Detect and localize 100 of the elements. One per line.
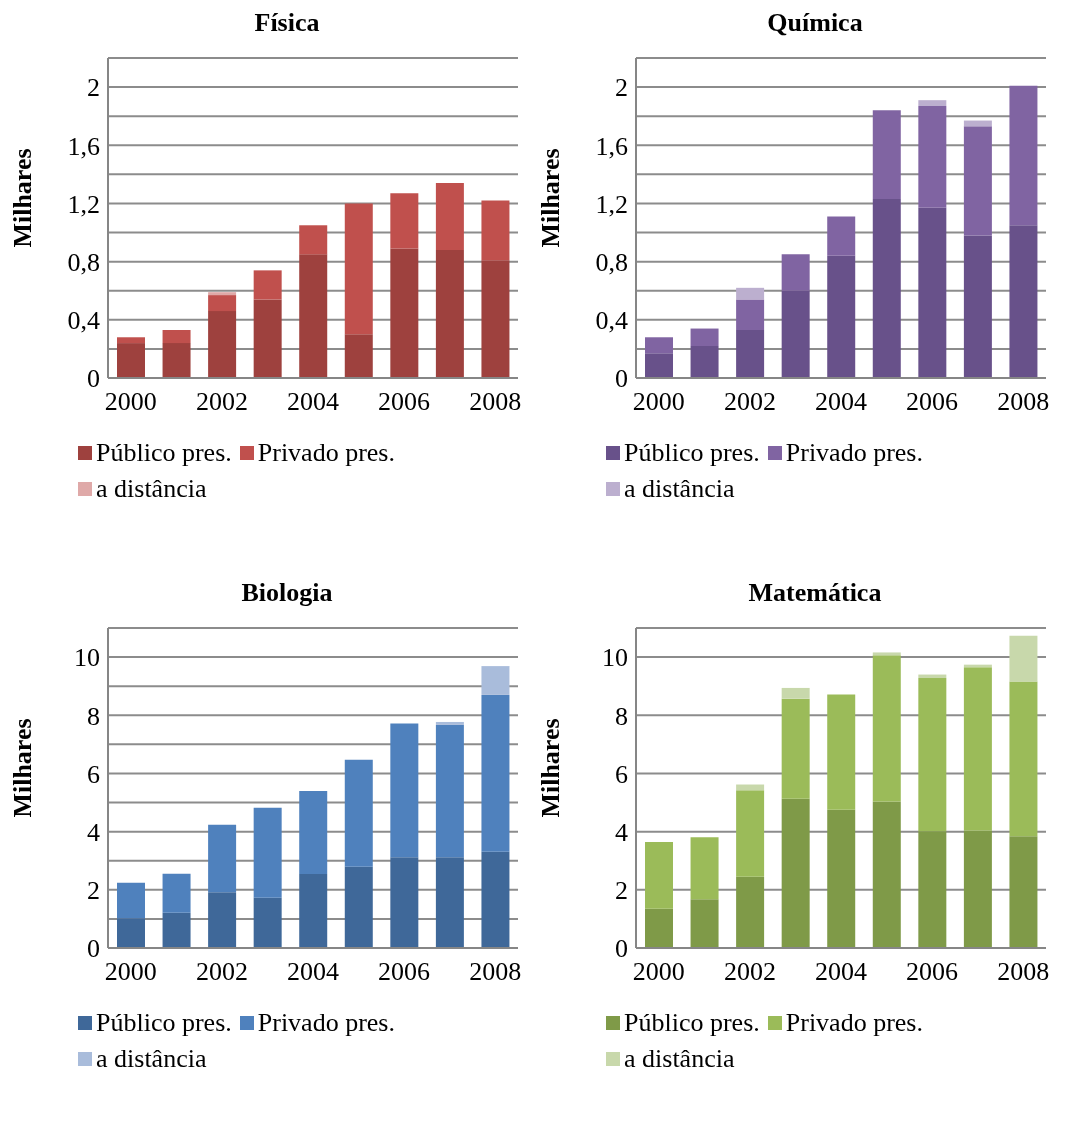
y-tick-label: 2 [615,73,628,103]
bar [827,255,856,378]
legend-label: a distância [96,1044,207,1074]
y-tick-label: 2 [87,876,100,906]
bar [253,270,282,300]
x-tick-label: 2002 [723,387,776,417]
bar [208,824,237,893]
bar [162,343,191,378]
legend-label: a distância [96,474,207,504]
bar [481,200,510,261]
y-tick-label: 0,8 [67,247,100,277]
legend-label: Público pres. [96,1008,232,1038]
y-tick-label: 0 [87,934,100,964]
x-tick-label: 2008 [469,957,522,987]
bar [963,830,992,948]
x-tick-label: 2008 [997,387,1050,417]
bar [781,698,810,799]
y-axis-title: Milhares [8,148,38,248]
bar [435,250,464,378]
bar [344,334,373,378]
y-tick-label: 1,2 [595,189,628,219]
bar [963,235,992,378]
legend-label: Privado pres. [257,438,395,468]
legend-label: Privado pres. [785,1008,923,1038]
bar [918,207,947,378]
bar [645,337,673,354]
bar [481,851,510,948]
bar [918,831,947,948]
x-tick-label: 2006 [906,387,959,417]
bar [481,694,510,852]
bar [117,882,145,919]
y-axis-title: Milhares [8,718,38,818]
bar [1009,225,1038,378]
bar [827,216,856,256]
bar [1009,85,1038,226]
bar [390,723,419,858]
bar [781,254,810,291]
bar [736,876,765,948]
chart-title: Química [766,8,864,39]
bar [208,311,237,378]
x-tick-label: 2006 [378,957,431,987]
bar [690,837,719,900]
bar [117,918,145,948]
bar [208,292,237,296]
bar [781,687,810,699]
bar [344,759,373,867]
x-tick-label: 2004 [287,387,339,417]
bar [1009,836,1038,948]
bar [872,652,901,656]
y-tick-label: 4 [615,817,628,847]
x-tick-label: 2004 [815,387,867,417]
chart-title: Biologia [240,578,334,609]
bar [645,908,673,948]
legend-label: a distância [624,474,735,504]
bar [344,203,373,335]
bar [162,330,191,344]
bar [344,866,373,948]
bar [299,790,328,875]
y-tick-label: 0 [615,364,628,394]
bar [872,655,901,802]
y-tick-label: 1,6 [595,131,628,161]
bar [435,721,464,725]
y-tick-label: 1,2 [67,189,100,219]
bar [481,260,510,378]
legend-label: Privado pres. [785,438,923,468]
x-tick-label: 2002 [723,957,776,987]
bar [827,809,856,948]
x-tick-label: 2004 [287,957,339,987]
x-tick-label: 2000 [104,957,157,987]
bar [736,287,765,300]
bar [781,798,810,948]
bar [872,199,901,378]
bar [117,337,145,344]
x-tick-label: 2000 [104,387,157,417]
y-tick-label: 10 [74,643,100,673]
bar [736,790,765,877]
bar [1009,681,1038,837]
bar [390,248,419,378]
bar [299,254,328,378]
x-tick-label: 2008 [997,957,1050,987]
x-tick-label: 2008 [469,387,522,417]
y-tick-label: 10 [602,643,628,673]
legend-label: Público pres. [96,438,232,468]
x-tick-label: 2006 [378,387,431,417]
y-axis-title: Milhares [536,718,566,818]
legend-label: Privado pres. [257,1008,395,1038]
y-tick-label: 2 [87,73,100,103]
bar [736,299,765,330]
y-tick-label: 0 [87,364,100,394]
y-tick-label: 0,4 [67,306,100,336]
bar [481,666,510,695]
y-tick-label: 8 [87,701,100,731]
bar [736,330,765,378]
bar [781,290,810,378]
bar [208,295,237,312]
bar [435,183,464,250]
bar [435,857,464,948]
bar [299,225,328,255]
legend-label: a distância [624,1044,735,1074]
y-axis-title: Milhares [536,148,566,248]
